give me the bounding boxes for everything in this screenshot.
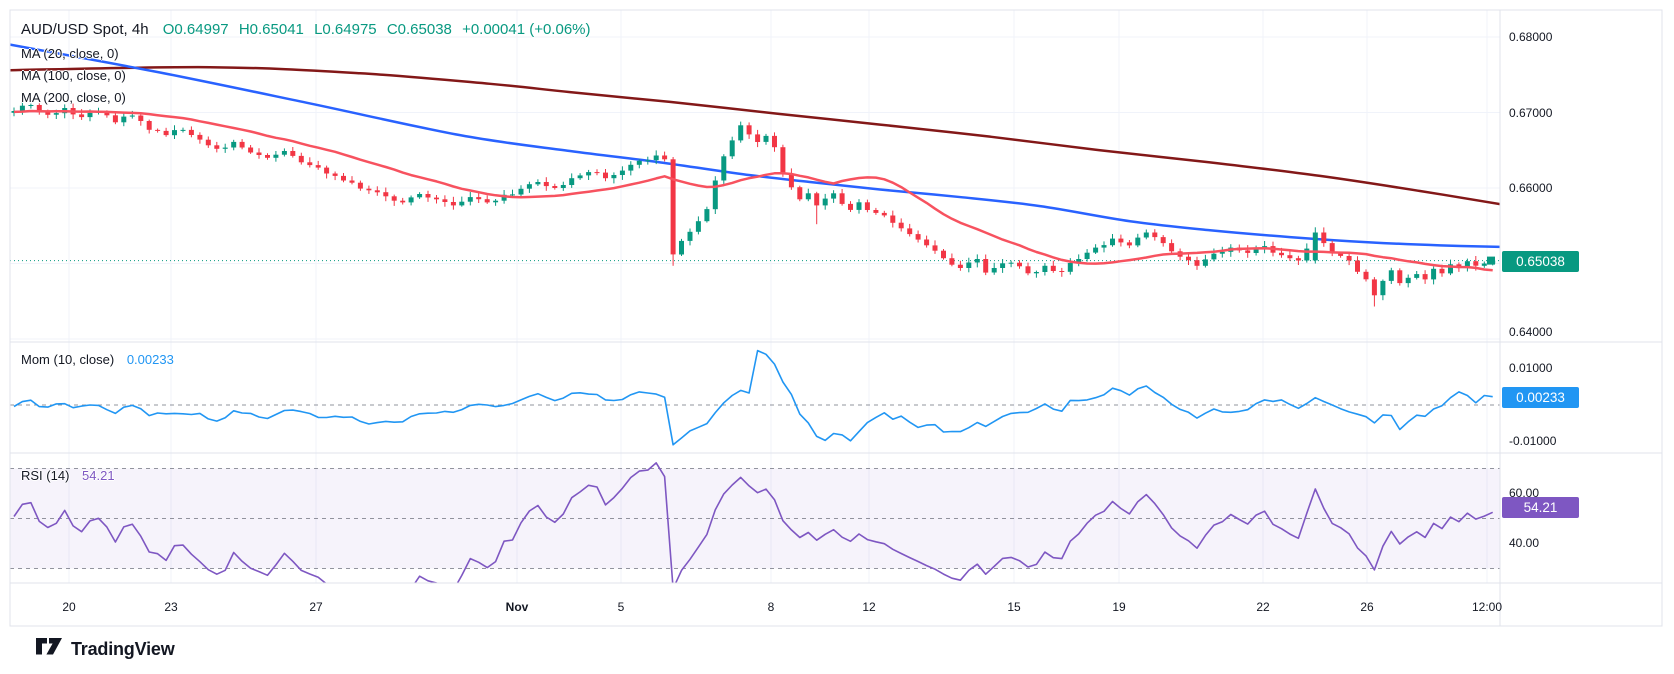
time-axis-label: 22 xyxy=(1256,600,1270,614)
ohlc-open-label: O xyxy=(162,21,175,38)
momentum-legend-value: 0.00233 xyxy=(126,352,174,367)
time-axis-label: Nov xyxy=(505,600,529,614)
ohlc-high-label: H xyxy=(238,21,250,38)
time-axis-label: 8 xyxy=(767,600,775,614)
momentum-legend-label: Mom (10, close) xyxy=(21,352,115,367)
change-value: +0.00041 (+0.06%) xyxy=(462,21,591,38)
rsi-value-badge: 54.21 xyxy=(1502,496,1579,518)
tradingview-logo-icon xyxy=(36,638,62,655)
time-axis-label: 19 xyxy=(1112,600,1126,614)
price-axis-label: 0.64000 xyxy=(1509,325,1553,339)
symbol-title[interactable]: AUD/USD Spot, 4h xyxy=(21,21,149,38)
price-axis-label: 0.67000 xyxy=(1509,106,1553,120)
rsi-legend[interactable]: RSI (14) 54.21 xyxy=(21,468,115,483)
ohlc-close-label: C xyxy=(386,21,398,38)
tradingview-branding[interactable]: TradingView xyxy=(36,637,175,661)
time-axis-label: 23 xyxy=(164,600,178,614)
ohlc-open-value: 0.64997 xyxy=(174,21,229,38)
rsi-legend-value: 54.21 xyxy=(82,468,115,483)
ohlc-close-value: 0.65038 xyxy=(397,21,452,38)
price-axis-label: 0.68000 xyxy=(1509,30,1553,44)
symbol-header[interactable]: AUD/USD Spot, 4h O0.64997 H0.65041 L0.64… xyxy=(21,21,591,38)
time-axis-label: 5 xyxy=(617,600,625,614)
tradingview-branding-text: TradingView xyxy=(71,638,175,659)
price-axis-label: 40.00 xyxy=(1509,536,1540,550)
time-axis-label: 12:00 xyxy=(1471,600,1503,614)
rsi-legend-label: RSI (14) xyxy=(21,468,70,483)
time-axis-label: 20 xyxy=(62,600,76,614)
ma100-legend[interactable]: MA (100, close, 0) xyxy=(21,68,126,83)
time-axis-label: 26 xyxy=(1360,600,1374,614)
momentum-value-badge: 0.00233 xyxy=(1502,386,1579,408)
price-axis-label: -0.01000 xyxy=(1509,434,1557,448)
ohlc-low-label: L xyxy=(314,21,323,38)
ma200-legend[interactable]: MA (200, close, 0) xyxy=(21,90,126,105)
momentum-legend[interactable]: Mom (10, close) 0.00233 xyxy=(21,352,174,367)
time-axis-label: 12 xyxy=(862,600,876,614)
ohlc-high-value: 0.65041 xyxy=(249,21,304,38)
time-axis-label: 27 xyxy=(309,600,323,614)
ma20-legend[interactable]: MA (20, close, 0) xyxy=(21,46,119,61)
candles xyxy=(11,101,1496,307)
last-price-badge: 0.65038 xyxy=(1502,250,1579,272)
price-axis-label: 0.66000 xyxy=(1509,181,1553,195)
time-axis-label: 15 xyxy=(1007,600,1021,614)
ohlc-low-value: 0.64975 xyxy=(322,21,377,38)
price-axis-label: 0.01000 xyxy=(1509,361,1553,375)
